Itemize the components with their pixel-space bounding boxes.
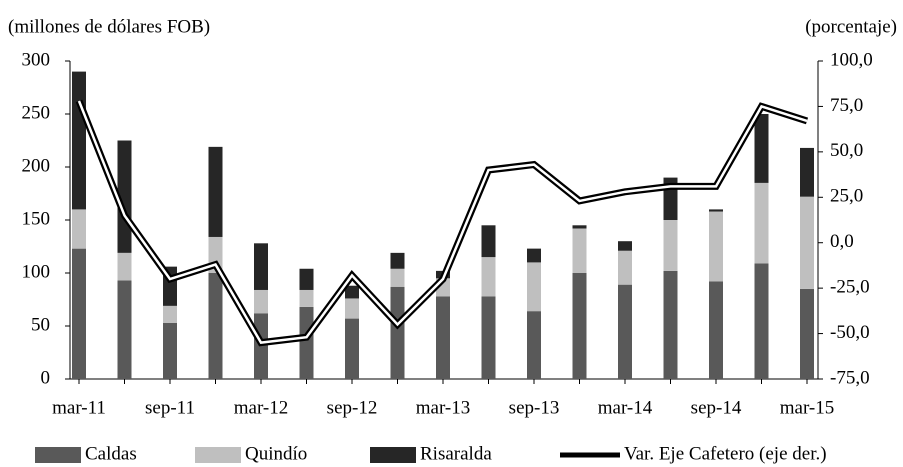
- legend-label: Quindío: [245, 443, 307, 464]
- y-tick-label: 0: [41, 367, 51, 388]
- bar: [618, 241, 632, 251]
- legend-label: Caldas: [85, 443, 137, 464]
- legend-label: Var. Eje Cafetero (eje der.): [624, 443, 827, 464]
- x-tick-label: mar-11: [52, 397, 106, 418]
- bar: [390, 268, 405, 287]
- x-tick-label: mar-13: [416, 397, 471, 418]
- x-tick-label: mar-12: [234, 397, 289, 418]
- bar: [208, 273, 223, 379]
- y-tick-label: 300: [22, 49, 51, 70]
- bar: [345, 285, 359, 299]
- bar: [390, 252, 405, 269]
- legend-swatch: [195, 447, 241, 463]
- y2-tick-label: 50,0: [830, 140, 863, 161]
- bar: [254, 289, 268, 314]
- bar: [299, 268, 314, 290]
- bar: [572, 228, 587, 273]
- bar: [117, 252, 132, 281]
- y2-tick-label: -50,0: [830, 322, 870, 343]
- y2-tick-label: 100,0: [830, 49, 873, 70]
- bar: [527, 262, 541, 312]
- x-tick-label: sep-14: [691, 397, 742, 418]
- bar: [117, 280, 132, 379]
- bar: [800, 147, 814, 197]
- bar: [72, 248, 86, 379]
- bar: [436, 296, 450, 379]
- bar: [800, 196, 814, 289]
- bar: [481, 225, 496, 258]
- bar: [572, 225, 587, 229]
- bar: [254, 243, 268, 290]
- bar: [572, 273, 587, 379]
- bar: [618, 250, 632, 285]
- bar: [345, 298, 359, 319]
- bar: [299, 289, 314, 307]
- bar: [527, 311, 541, 379]
- bar: [527, 248, 541, 263]
- y2-tick-label: -75,0: [830, 367, 870, 388]
- y-tick-label: 250: [22, 102, 51, 123]
- y2-axis-label: (porcentaje): [805, 16, 897, 37]
- y2-tick-label: -25,0: [830, 277, 870, 298]
- bar: [618, 284, 632, 379]
- bar: [663, 220, 678, 271]
- y2-tick-label: 0,0: [830, 231, 854, 252]
- x-tick-label: mar-15: [780, 397, 835, 418]
- y2-tick-label: 25,0: [830, 186, 863, 207]
- y-axis-label: (millones de dólares FOB): [8, 16, 210, 37]
- x-tick-label: sep-13: [509, 397, 560, 418]
- x-tick-label: mar-14: [598, 397, 653, 418]
- bar: [754, 263, 769, 379]
- bar: [390, 286, 405, 379]
- bar: [163, 322, 177, 379]
- y-tick-label: 50: [31, 314, 50, 335]
- bar: [163, 305, 177, 323]
- bar: [709, 281, 723, 379]
- line-inner: [77, 100, 808, 344]
- bar: [709, 211, 723, 282]
- bar: [72, 71, 86, 210]
- bar: [709, 209, 723, 212]
- bar: [72, 209, 86, 249]
- y-tick-label: 150: [22, 208, 51, 229]
- legend-label: Risaralda: [420, 443, 492, 464]
- y2-tick-label: 75,0: [830, 95, 863, 116]
- bar: [800, 288, 814, 379]
- x-tick-label: sep-11: [145, 397, 195, 418]
- bar: [299, 306, 314, 379]
- bar: [481, 257, 496, 297]
- x-tick-label: sep-12: [327, 397, 378, 418]
- bar: [345, 318, 359, 379]
- y-tick-label: 200: [22, 155, 51, 176]
- bar: [481, 296, 496, 379]
- y-tick-label: 100: [22, 261, 51, 282]
- bar: [208, 146, 223, 237]
- bar: [754, 114, 769, 183]
- legend-swatch: [35, 447, 81, 463]
- bar: [663, 270, 678, 379]
- bar: [754, 182, 769, 264]
- legend-swatch: [370, 447, 416, 463]
